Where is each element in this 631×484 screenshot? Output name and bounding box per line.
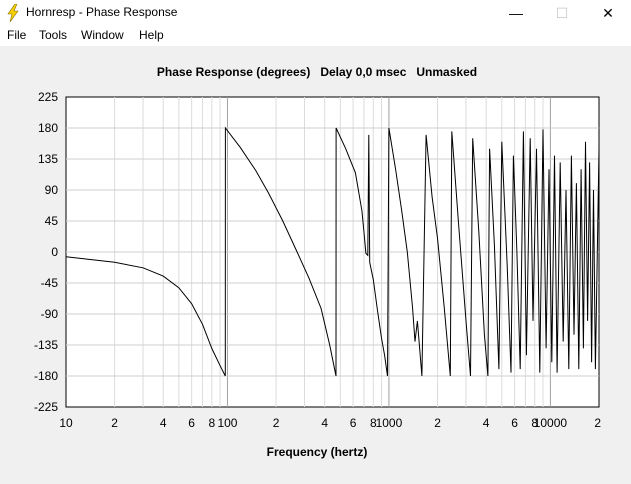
phase-response-chart: Phase Response (degrees) Delay 0,0 msec … (34, 65, 601, 459)
x-tick-label: 4 (483, 416, 490, 430)
menu-tools[interactable]: Tools (39, 28, 68, 42)
y-tick-label: 180 (38, 121, 58, 135)
y-tick-label: -225 (34, 400, 58, 414)
y-tick-label: -135 (34, 338, 58, 352)
x-tick-label: 6 (188, 416, 195, 430)
y-tick-label: 45 (45, 214, 59, 228)
x-tick-label: 10 (59, 416, 73, 430)
x-axis-label: Frequency (hertz) (267, 445, 368, 459)
x-tick-label: 6 (350, 416, 357, 430)
menu-file[interactable]: File (7, 28, 27, 42)
x-tick-label: 10000 (534, 416, 568, 430)
y-tick-label: -180 (34, 369, 58, 383)
y-tick-label: -90 (41, 307, 59, 321)
chart-title: Phase Response (degrees) Delay 0,0 msec … (157, 65, 477, 79)
y-tick-label: -45 (41, 276, 59, 290)
y-tick-label: 90 (45, 183, 59, 197)
y-axis-ticks: 225 180 135 90 45 0 -45 -90 -135 -180 -225 (34, 90, 58, 414)
chart-area: Phase Response (degrees) Delay 0,0 msec … (0, 46, 631, 479)
maximize-icon: ☐ (555, 4, 569, 21)
close-icon: ✕ (602, 4, 614, 21)
window-title: Hornresp - Phase Response (26, 5, 178, 19)
x-tick-label: 4 (321, 416, 328, 430)
menu-window[interactable]: Window (81, 28, 124, 42)
x-tick-label: 2 (594, 416, 601, 430)
x-tick-label: 1000 (376, 416, 403, 430)
grid (66, 97, 599, 407)
x-tick-label: 8 (208, 416, 215, 430)
menu-bar: File Tools Window Help (0, 26, 631, 46)
x-tick-label: 2 (111, 416, 118, 430)
y-tick-label: 0 (51, 245, 58, 259)
menu-help[interactable]: Help (139, 28, 164, 42)
close-button[interactable]: ✕ (585, 0, 631, 26)
lightning-bolt-icon (7, 4, 19, 22)
x-tick-label: 4 (160, 416, 167, 430)
minimize-button[interactable]: — (493, 0, 539, 26)
y-tick-label: 135 (38, 152, 58, 166)
x-tick-label: 2 (434, 416, 441, 430)
y-tick-label: 225 (38, 90, 58, 104)
x-tick-label: 8 (531, 416, 538, 430)
x-tick-label: 6 (511, 416, 518, 430)
x-tick-label: 100 (217, 416, 237, 430)
maximize-button[interactable]: ☐ (539, 0, 585, 26)
x-tick-label: 8 (370, 416, 377, 430)
minimize-icon: — (509, 5, 523, 21)
title-bar: Hornresp - Phase Response — ☐ ✕ (0, 0, 631, 26)
x-tick-label: 2 (273, 416, 280, 430)
phase-series-line (65, 126, 600, 377)
